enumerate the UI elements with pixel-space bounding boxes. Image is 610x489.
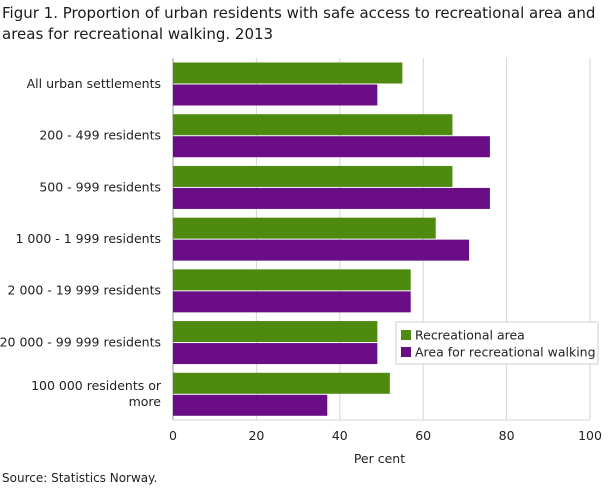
bar-recreational-walking-0 — [173, 84, 378, 106]
bar-recreational-area-1 — [173, 114, 453, 136]
bar-recreational-area-3 — [173, 217, 436, 239]
bar-recreational-area-4 — [173, 269, 411, 291]
category-label-3: 1 000 - 1 999 residents — [15, 231, 161, 246]
bar-recreational-walking-6 — [173, 394, 328, 416]
bars — [173, 62, 490, 416]
bar-recreational-area-6 — [173, 372, 390, 394]
category-label-2: 500 - 999 residents — [39, 179, 161, 194]
category-label-5: 20 000 - 99 999 residents — [0, 334, 161, 349]
legend-swatch-0 — [401, 330, 411, 340]
x-tick-labels: 0 20 40 60 80 100 — [169, 428, 602, 443]
bar-recreational-walking-2 — [173, 187, 490, 209]
chart-title: Figur 1. Proportion of urban residents w… — [2, 4, 596, 43]
x-tick-label-100: 100 — [578, 428, 602, 443]
legend-label-0: Recreational area — [415, 328, 525, 343]
category-label-4: 2 000 - 19 999 residents — [8, 283, 161, 298]
x-tick-label-40: 40 — [332, 428, 348, 443]
x-tick-label-0: 0 — [169, 428, 177, 443]
x-tick-label-20: 20 — [248, 428, 264, 443]
bar-recreational-walking-5 — [173, 343, 378, 365]
grid-lines — [172, 58, 591, 421]
bar-recreational-walking-4 — [173, 291, 411, 313]
bar-recreational-area-2 — [173, 165, 453, 187]
bar-recreational-walking-3 — [173, 239, 470, 261]
category-label-6-line-0: 100 000 residents or — [31, 378, 162, 393]
x-tick-label-60: 60 — [415, 428, 431, 443]
source-note: Source: Statistics Norway. — [2, 471, 158, 485]
category-label-1: 200 - 499 residents — [39, 128, 161, 143]
legend-label-1: Area for recreational walking — [415, 345, 596, 360]
legend-swatch-1 — [401, 347, 411, 357]
bar-recreational-area-0 — [173, 62, 403, 84]
category-labels: All urban settlements 200 - 499 residents… — [0, 76, 162, 409]
bar-recreational-walking-1 — [173, 136, 490, 158]
x-tick-label-80: 80 — [499, 428, 515, 443]
x-axis-title: Per cent — [354, 451, 405, 466]
legend: Recreational area Area for recreational w… — [395, 321, 599, 365]
category-label-0: All urban settlements — [27, 76, 161, 91]
legend-box — [395, 321, 599, 365]
category-label-6-line-1: more — [129, 394, 162, 409]
bar-recreational-area-5 — [173, 321, 378, 343]
